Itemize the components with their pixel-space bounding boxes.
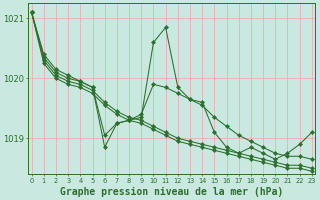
X-axis label: Graphe pression niveau de la mer (hPa): Graphe pression niveau de la mer (hPa) xyxy=(60,186,283,197)
